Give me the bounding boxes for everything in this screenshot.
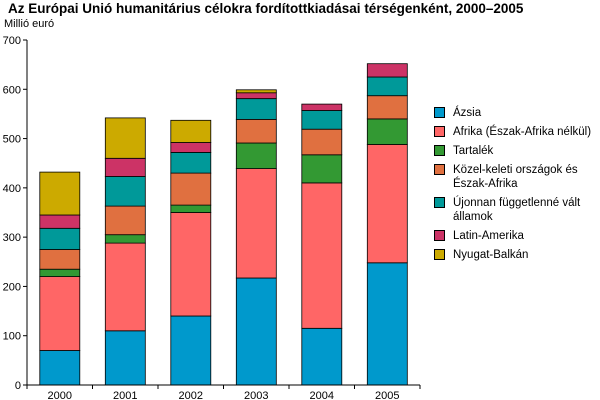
- x-tick-label-2005: 2005: [375, 390, 399, 400]
- bar-segment-2003-series-6: [235, 89, 277, 94]
- bar-segment-2002-series-2: [170, 204, 212, 213]
- bar-segment-2004-series-5: [301, 103, 343, 111]
- legend-item-1: Afrika (Észak-Afrika nélkül): [434, 125, 599, 139]
- bar-segment-2005-series-5: [366, 63, 408, 78]
- bar-segment-2003-series-1: [235, 168, 277, 279]
- y-tick-label-600: 600: [3, 84, 21, 96]
- bar-segment-2005-series-3: [366, 95, 408, 120]
- bar-segment-2004-series-3: [301, 128, 343, 156]
- bar-segment-2002-series-3: [170, 172, 212, 206]
- legend-label-4: Újonnan függetlenné vált államok: [453, 197, 581, 223]
- bar-segment-2001-series-3: [104, 205, 146, 236]
- y-axis-unit-label: Millió euró: [4, 18, 55, 30]
- y-tick-label-0: 0: [15, 380, 21, 392]
- legend-item-4: Újonnan függetlenné vált államok: [434, 196, 599, 224]
- bar-segment-2004-series-1: [301, 182, 343, 329]
- bar-segment-2000-series-3: [39, 249, 81, 270]
- x-tick-label-2001: 2001: [113, 390, 137, 400]
- bar-segment-2002-series-4: [170, 151, 212, 174]
- bar-segment-2003-series-5: [235, 92, 277, 99]
- bar-segment-2003-series-4: [235, 98, 277, 120]
- legend-swatch-3: [434, 164, 445, 175]
- bar-segment-2003-series-2: [235, 142, 277, 170]
- bar-segment-2000-series-6: [39, 171, 81, 216]
- legend-swatch-2: [434, 145, 445, 156]
- legend-label-2: Tartalék: [453, 145, 494, 157]
- bar-segment-2001-series-2: [104, 234, 146, 244]
- bar-segment-2001-series-1: [104, 242, 146, 332]
- bar-segment-2000-series-0: [39, 350, 81, 386]
- bar-segment-2001-series-6: [104, 117, 146, 159]
- bar-segment-2004-series-4: [301, 110, 343, 130]
- legend-label-3: Közel-keleti országok és Észak-Afrika: [453, 164, 578, 190]
- legend-swatch-0: [434, 107, 445, 118]
- legend-item-3: Közel-keleti országok és Észak-Afrika: [434, 163, 599, 191]
- bar-segment-2005-series-2: [366, 118, 408, 145]
- bar-segment-2005-series-4: [366, 76, 408, 97]
- bar-segment-2005-series-1: [366, 144, 408, 264]
- y-tick-label-100: 100: [3, 331, 21, 343]
- y-tick-label-400: 400: [3, 183, 21, 195]
- legend-item-0: Ázsia: [434, 106, 599, 120]
- bar-segment-2000-series-5: [39, 214, 81, 229]
- x-tick-label-2004: 2004: [310, 390, 334, 400]
- legend-label-0: Ázsia: [453, 107, 482, 119]
- y-tick-label-700: 700: [3, 35, 21, 47]
- bar-segment-2003-series-3: [235, 118, 277, 144]
- legend-swatch-4: [434, 197, 445, 208]
- bar-segment-2001-series-5: [104, 157, 146, 177]
- legend-label-5: Latin-Amerika: [453, 230, 524, 242]
- bar-segment-2000-series-4: [39, 227, 81, 250]
- x-tick-label-2000: 2000: [48, 390, 72, 400]
- chart-legend: Ázsia Afrika (Észak-Afrika nélkül) Tartalé…: [434, 106, 599, 267]
- legend-item-2: Tartalék: [434, 144, 599, 158]
- bar-segment-2005-series-0: [366, 262, 408, 386]
- legend-item-5: Latin-Amerika: [434, 229, 599, 243]
- bar-segment-2002-series-6: [170, 119, 212, 143]
- bar-segment-2004-series-2: [301, 154, 343, 184]
- x-tick-label-2002: 2002: [179, 390, 203, 400]
- bar-segment-2001-series-4: [104, 176, 146, 207]
- bar-segment-2002-series-1: [170, 212, 212, 317]
- legend-label-6: Nyugat-Balkán: [453, 249, 529, 261]
- y-tick-label-200: 200: [3, 281, 21, 293]
- bar-segment-2001-series-0: [104, 330, 146, 386]
- bar-segment-2000-series-1: [39, 276, 81, 351]
- legend-swatch-6: [434, 249, 445, 260]
- legend-label-1: Afrika (Észak-Afrika nélkül): [453, 126, 592, 138]
- y-tick-label-500: 500: [3, 134, 21, 146]
- bar-segment-2003-series-0: [235, 277, 277, 386]
- bar-segment-2004-series-0: [301, 327, 343, 386]
- legend-item-6: Nyugat-Balkán: [434, 248, 599, 262]
- chart-title: Az Európai Unió humanitárius célokra for…: [8, 1, 524, 16]
- x-tick-label-2003: 2003: [244, 390, 268, 400]
- bar-segment-2002-series-0: [170, 315, 212, 386]
- legend-swatch-1: [434, 126, 445, 137]
- legend-swatch-5: [434, 230, 445, 241]
- bar-segment-2000-series-2: [39, 268, 81, 278]
- y-tick-label-300: 300: [3, 232, 21, 244]
- bar-segment-2002-series-5: [170, 142, 212, 153]
